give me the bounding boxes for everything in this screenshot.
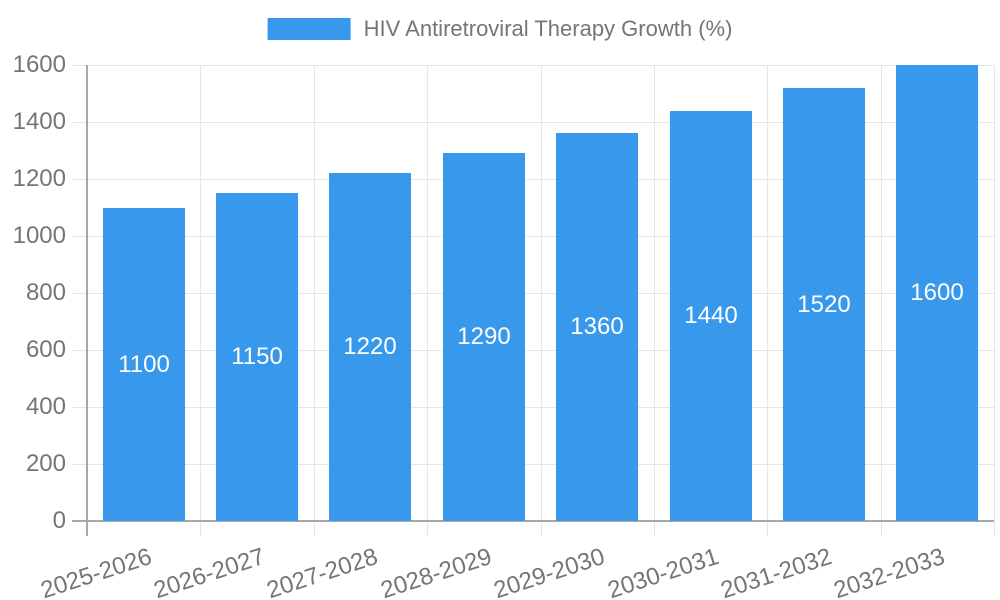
bar[interactable]: 1520: [783, 88, 865, 521]
y-gridline: [87, 122, 994, 123]
y-axis-line: [86, 65, 88, 536]
bar-value-label: 1360: [570, 313, 624, 340]
bar[interactable]: 1150: [216, 193, 298, 521]
y-gridline: [87, 236, 994, 237]
y-axis-tick-label: 1200: [12, 165, 66, 192]
y-axis-tick-label: 600: [25, 336, 66, 363]
x-gridline: [314, 65, 315, 521]
y-axis-tick-label: 800: [25, 279, 66, 306]
x-gridline: [767, 65, 768, 521]
y-gridline: [87, 179, 994, 180]
legend-swatch: [267, 18, 351, 40]
y-tick-mark: [72, 179, 87, 180]
bar-value-label: 1100: [118, 350, 170, 378]
x-tick-mark: [427, 521, 428, 536]
bar-value-label: 1220: [343, 333, 397, 360]
bar[interactable]: 1440: [670, 111, 752, 521]
legend-label: HIV Antiretroviral Therapy Growth (%): [363, 16, 733, 41]
x-axis-line: [72, 520, 994, 522]
bar[interactable]: 1360: [556, 133, 638, 521]
y-tick-mark: [72, 464, 87, 465]
y-tick-mark: [72, 293, 87, 294]
bar-value-label: 1600: [910, 279, 964, 306]
bar[interactable]: 1600: [896, 65, 978, 521]
legend-item[interactable]: HIV Antiretroviral Therapy Growth (%): [267, 16, 733, 42]
y-axis-tick-label: 200: [25, 450, 66, 477]
y-gridline: [87, 293, 994, 294]
x-tick-mark: [881, 521, 882, 536]
y-axis-tick-label: 1600: [12, 51, 66, 78]
y-gridline: [87, 464, 994, 465]
x-tick-mark: [654, 521, 655, 536]
bar[interactable]: 1290: [443, 153, 525, 521]
y-gridline: [87, 65, 994, 66]
y-axis-tick-label: 1000: [12, 222, 66, 249]
y-tick-mark: [72, 236, 87, 237]
y-gridline: [87, 350, 994, 351]
y-axis-tick-label: 1400: [12, 108, 66, 135]
x-tick-mark: [541, 521, 542, 536]
x-tick-mark: [314, 521, 315, 536]
bar[interactable]: 1100: [103, 208, 185, 521]
x-tick-mark: [767, 521, 768, 536]
bar-value-label: 1150: [231, 343, 283, 370]
y-tick-mark: [72, 65, 87, 66]
bar[interactable]: 1220: [329, 173, 411, 521]
bar-value-label: 1290: [457, 323, 511, 350]
y-tick-mark: [72, 122, 87, 123]
y-gridline: [87, 407, 994, 408]
x-gridline: [881, 65, 882, 521]
y-axis-tick-label: 0: [52, 507, 66, 534]
x-gridline: [994, 65, 995, 521]
bar-value-label: 1520: [797, 290, 851, 318]
x-tick-mark: [994, 521, 995, 536]
x-gridline: [541, 65, 542, 521]
y-tick-mark: [72, 407, 87, 408]
bar-value-label: 1440: [684, 302, 738, 329]
x-tick-mark: [200, 521, 201, 536]
x-gridline: [200, 65, 201, 521]
y-axis-tick-label: 400: [25, 393, 66, 420]
y-tick-mark: [72, 350, 87, 351]
x-gridline: [427, 65, 428, 521]
x-gridline: [654, 65, 655, 521]
